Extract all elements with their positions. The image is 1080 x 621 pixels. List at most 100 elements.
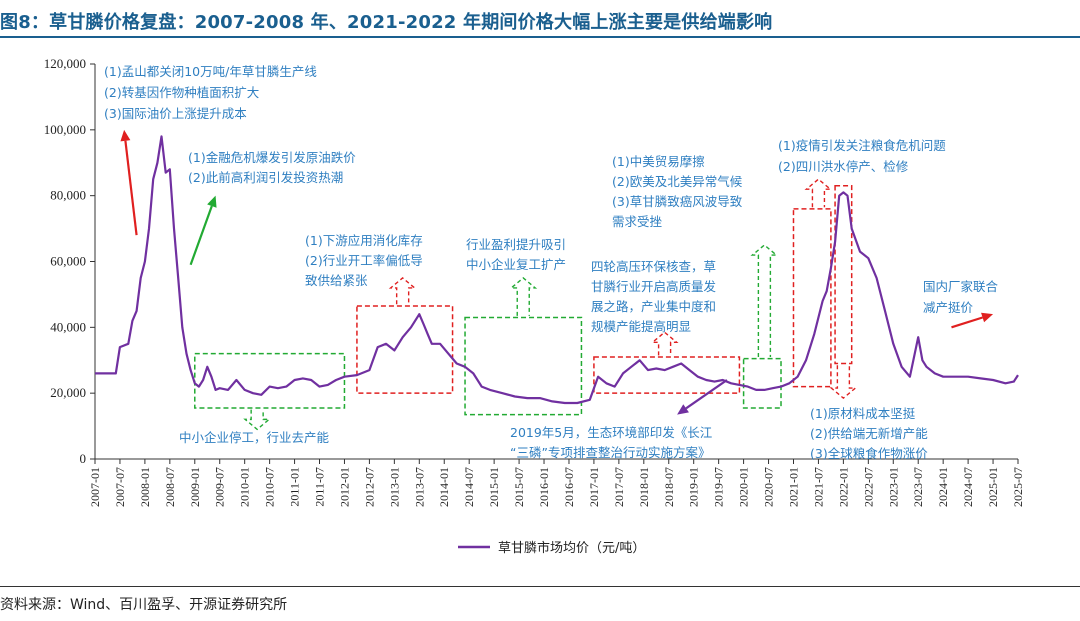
legend-label: 草甘膦市场均价（元/吨） (498, 540, 645, 556)
x-tick-label: 2009-07 (213, 467, 227, 507)
x-tick-label: 2023-01 (886, 467, 900, 507)
title-rule (0, 36, 1080, 38)
x-tick-label: 2016-07 (562, 467, 576, 507)
annotation-a2024-line: 国内厂家联合 (923, 279, 999, 294)
annotation-a2009-line: 中小企业停工，行业去产能 (179, 430, 330, 445)
x-tick-label: 2023-07 (911, 467, 925, 507)
source-note: 资料来源：Wind、百川盈孚、开源证券研究所 (0, 597, 288, 613)
arrow-up-2021 (804, 178, 833, 208)
annotation-a2007-line: (3)国际油价上涨提升成本 (104, 106, 247, 121)
annotation-a2018-line: 需求受挫 (612, 214, 663, 229)
annotation-a2012-line: 致供给紧张 (305, 273, 368, 288)
arrow-up-2018 (650, 331, 679, 356)
box-2014-green (464, 316, 583, 416)
annotation-a2017-line: 四轮高压环保核查，草 (591, 259, 716, 274)
arrow-up-2021-shape (804, 178, 833, 208)
x-tick-label: 2011-07 (313, 467, 327, 507)
x-tick-label: 2012-01 (337, 467, 351, 507)
x-tick-label: 2010-01 (238, 467, 252, 507)
y-tick-label: 40,000 (50, 319, 86, 334)
arrow-red-2024-head (981, 312, 994, 323)
x-tick-label: 2012-07 (362, 467, 376, 507)
arrow-green-2008-head (207, 195, 217, 208)
arrow-red-2024-shaft (951, 316, 983, 329)
annotation-a2022-line: (2)供给端无新增产能 (810, 426, 928, 441)
x-tick-label: 2015-07 (512, 467, 526, 507)
annotation-a2012-line: (1)下游应用消化库存 (305, 233, 423, 248)
box-2012-red (356, 305, 454, 394)
annotation-a2024-line: 减产挺价 (923, 300, 974, 315)
x-tick-label: 2025-01 (986, 467, 1000, 507)
arrow-down-2022 (829, 365, 858, 400)
arrow-purple-2019-head (677, 404, 689, 415)
box-2021-red (792, 208, 832, 388)
price-chart: 0 20,000 40,000 60,000 80,000 100,000 120,000 2… (44, 56, 1025, 556)
box-2017-red (593, 356, 741, 394)
annotation-a2018-line: (2)欧美及北美异常气候 (612, 174, 743, 189)
x-tick-label: 2018-01 (637, 467, 651, 507)
arrow-red-2024 (951, 312, 994, 329)
arrow-up-2014 (509, 277, 538, 316)
annotation-a2018-line: (3)草甘膦致癌风波导致 (612, 194, 743, 209)
arrow-up-2020 (750, 244, 779, 357)
arrow-green-2008-shaft (189, 205, 213, 266)
annotation-a2019-line: “三磷”专项排查整治行动实施方案》 (510, 445, 710, 460)
x-tick-label: 2015-01 (487, 467, 501, 507)
x-tick-label: 2019-07 (712, 467, 726, 507)
x-tick-label: 2022-07 (861, 467, 875, 507)
arrow-purple-2019-shaft (685, 379, 728, 410)
x-tick-label: 2007-01 (88, 467, 102, 507)
annotation-a2007-line: (1)孟山都关闭10万吨/年草甘膦生产线 (104, 64, 317, 79)
x-tick-label: 2024-07 (961, 467, 975, 507)
annotation-a2018-line: (1)中美贸易摩擦 (612, 154, 705, 169)
x-tick-label: 2018-07 (662, 467, 676, 507)
x-tick-label: 2010-07 (263, 467, 277, 507)
annotation-a2007-line: (2)转基因作物种植面积扩大 (104, 85, 259, 100)
y-tick-label: 0 (80, 451, 87, 466)
annotation-a2014-line: 中小企业复工扩产 (466, 257, 566, 272)
figure-title: 图8：草甘膦价格复盘：2007-2008 年、2021-2022 年期间价格大幅… (0, 12, 773, 33)
highlight-boxes (194, 178, 858, 431)
box-2009-green (194, 352, 346, 409)
x-tick-label: 2007-07 (113, 467, 127, 507)
arrow-red-2007-shaft (124, 140, 138, 236)
annotation-a2012-line: (2)行业开工率偏低导 (305, 253, 423, 268)
x-tick-label: 2021-07 (811, 467, 825, 507)
x-tick-label: 2020-01 (737, 467, 751, 507)
y-tick-label: 60,000 (50, 254, 86, 269)
box-2022-red (834, 185, 853, 365)
y-tick-label: 100,000 (44, 122, 86, 137)
legend: 草甘膦市场均价（元/吨） (458, 540, 645, 556)
arrow-down-2009-shape (243, 409, 272, 431)
arrow-up-2014-shape (509, 277, 538, 316)
x-tick-label: 2013-07 (412, 467, 426, 507)
arrow-up-2018-shape (650, 331, 679, 356)
x-tick-label: 2014-07 (462, 467, 476, 507)
annotation-a2022-line: (1)原材料成本坚挺 (810, 406, 916, 421)
x-tick-label: 2020-07 (762, 467, 776, 507)
annotation-a2014-line: 行业盈利提升吸引 (466, 237, 566, 252)
x-tick-label: 2016-01 (537, 467, 551, 507)
x-tick-label: 2017-07 (612, 467, 626, 507)
x-tick-label: 2019-01 (687, 467, 701, 507)
arrow-green-2008 (189, 195, 217, 266)
y-tick-label: 80,000 (50, 188, 86, 203)
annotation-a2017-line: 规模产能提高明显 (591, 319, 691, 334)
annotation-a2017-line: 甘膦行业开启高质量发 (591, 279, 717, 294)
x-tick-label: 2025-07 (1011, 467, 1025, 507)
x-tick-label: 2009-01 (188, 467, 202, 507)
annotation-a2017-line: 展之路，产业集中度和 (591, 299, 716, 314)
arrow-down-2009 (243, 409, 272, 431)
series-line-0 (95, 135, 1019, 405)
y-tick-label: 20,000 (50, 385, 86, 400)
x-tick-label: 2008-07 (163, 467, 177, 507)
annotation-a2022-line: (3)全球粮食作物涨价 (810, 446, 928, 461)
series-layer (95, 129, 1019, 415)
footer-rule (0, 586, 1080, 587)
arrow-up-2020-shape (750, 244, 779, 357)
arrow-down-2022-shape (829, 365, 858, 400)
x-tick-label: 2008-01 (138, 467, 152, 507)
arrow-purple-2019 (677, 379, 728, 415)
arrow-red-2007-head (120, 129, 131, 142)
x-tick-label: 2021-01 (786, 467, 800, 507)
